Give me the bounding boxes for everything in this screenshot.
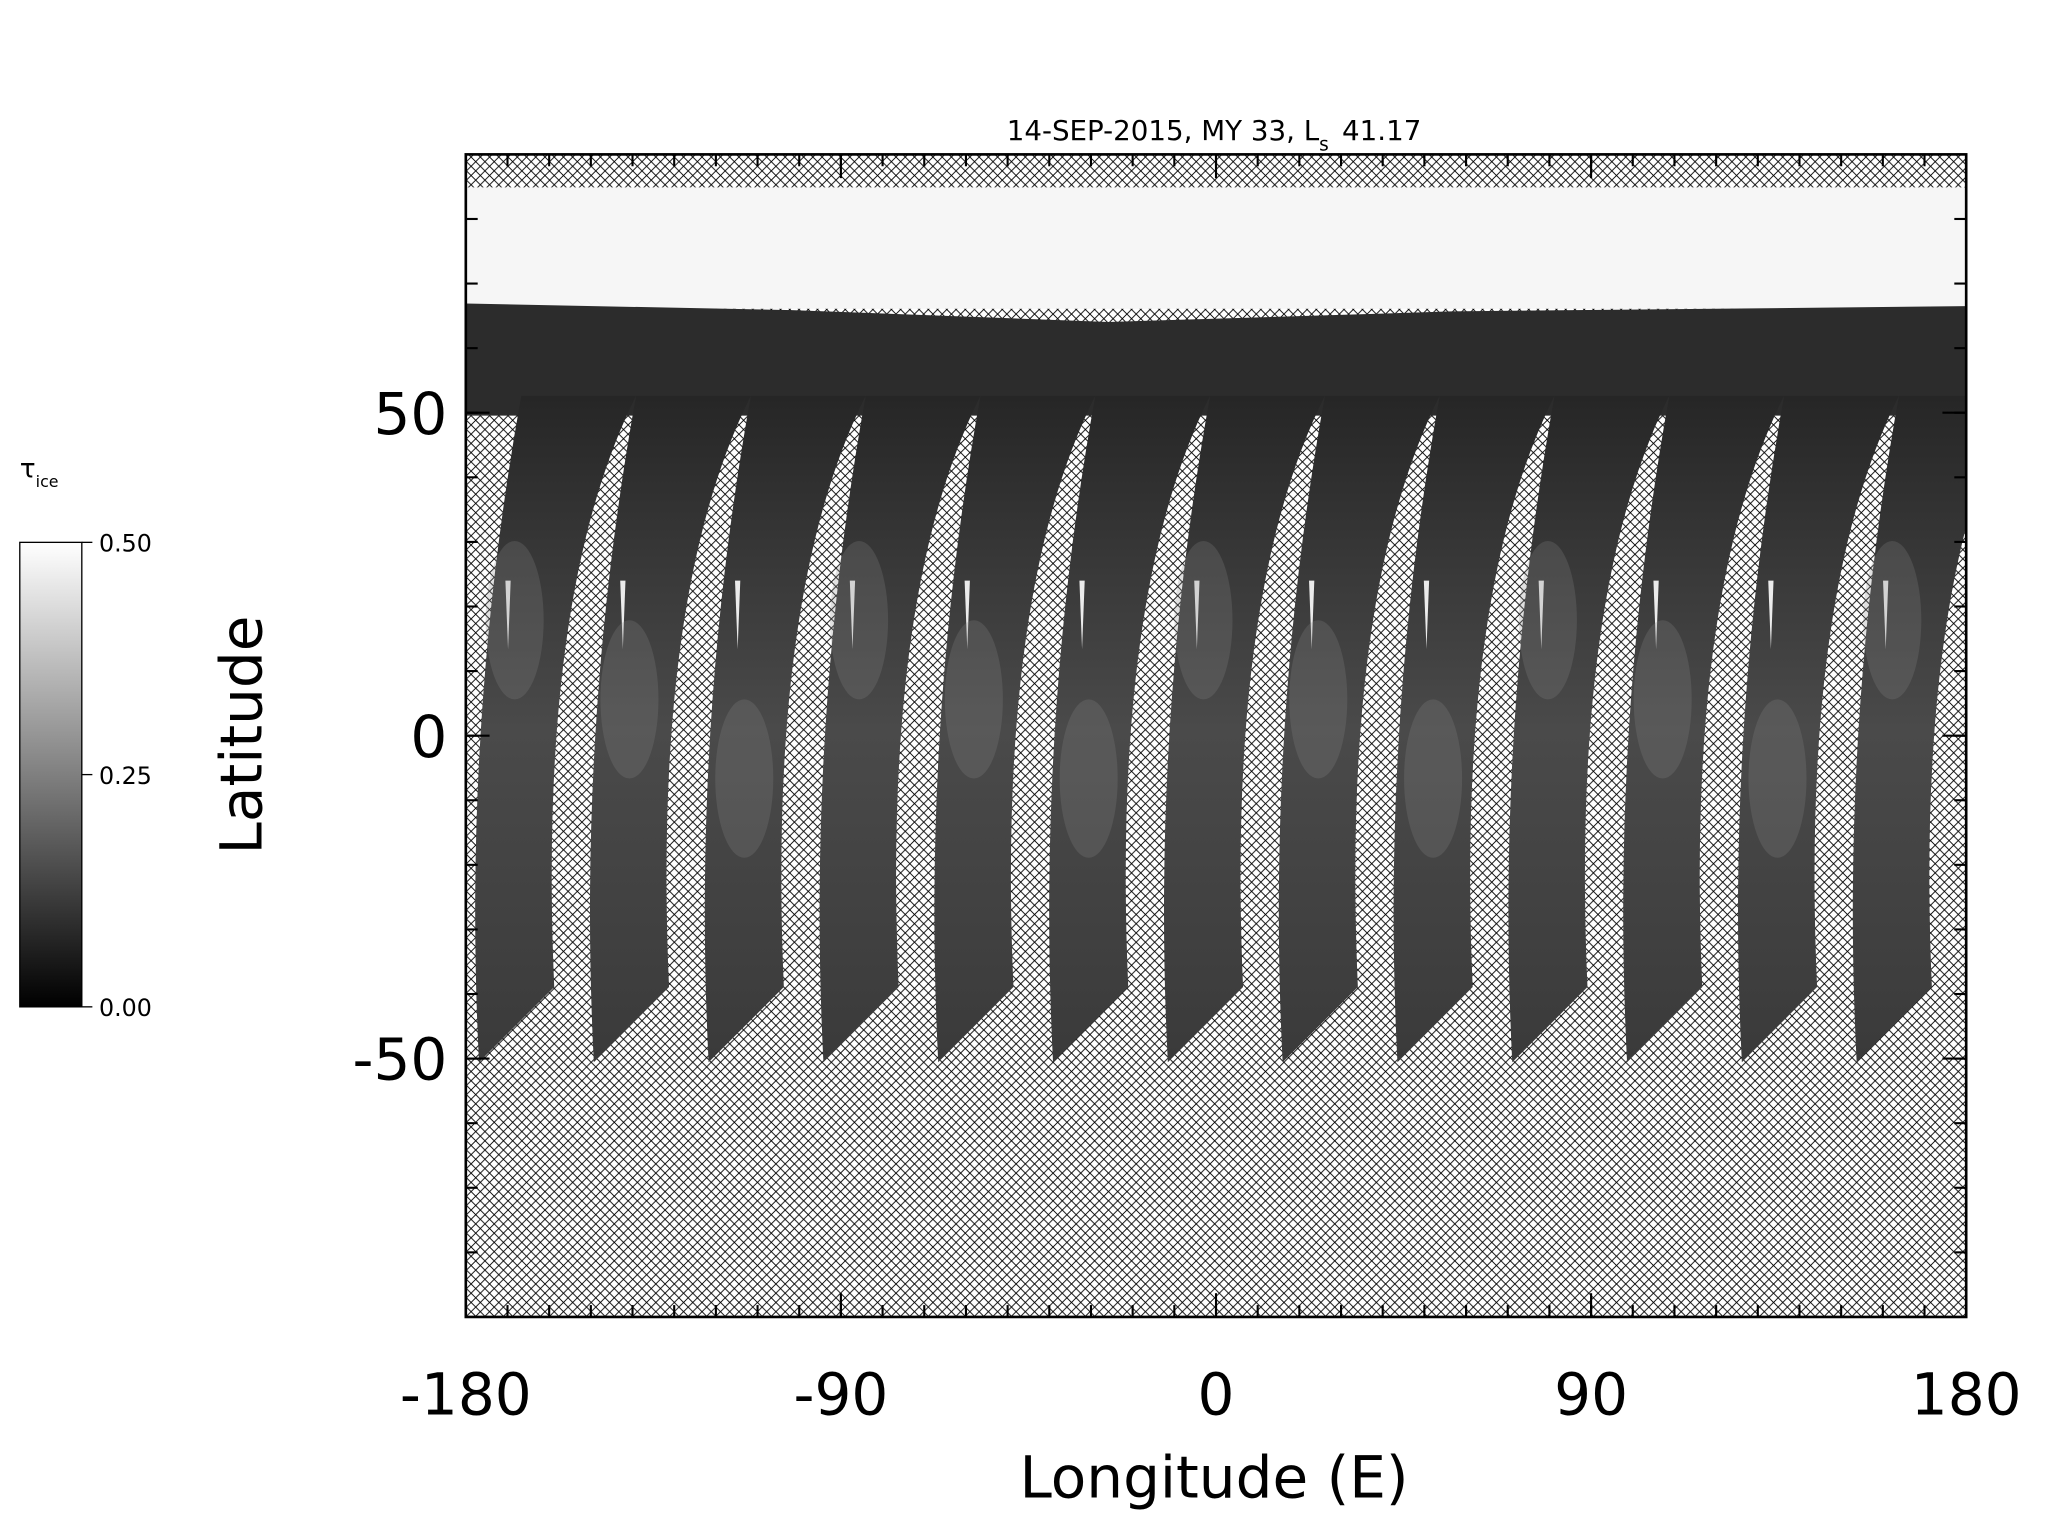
- title-subscript: s: [1319, 134, 1329, 155]
- haze: [944, 620, 1003, 779]
- x-axis-label: Longitude (E): [1019, 1444, 1408, 1512]
- map-image: [465, 154, 1967, 1317]
- haze: [830, 541, 889, 700]
- x-tick-label: -180: [400, 1361, 532, 1429]
- swath: [475, 395, 637, 1063]
- haze: [1059, 699, 1118, 858]
- swath: [934, 395, 1096, 1063]
- cloud-streak: [505, 580, 511, 650]
- x-tick-label: 0: [1198, 1361, 1235, 1429]
- cloud-streak: [1423, 580, 1430, 650]
- colorbar-tick-label: 0.50: [99, 530, 152, 558]
- haze: [1518, 541, 1577, 700]
- colorbar-ticks: 0.00 0.25 0.50: [81, 530, 152, 1022]
- title-value: 41.17: [1342, 114, 1421, 147]
- cloud-streak: [1194, 580, 1200, 650]
- haze: [1863, 541, 1922, 700]
- swath: [1623, 395, 1785, 1063]
- swath: [1508, 395, 1670, 1063]
- haze: [600, 620, 659, 779]
- colorbar-tick-label: 0.25: [99, 762, 152, 790]
- swath: [1049, 395, 1211, 1063]
- swath: [1738, 395, 1899, 1063]
- cloud-streak: [1768, 580, 1774, 650]
- colorbar-tick-label: 0.00: [99, 994, 152, 1022]
- colorbar-subscript: ice: [36, 472, 59, 491]
- y-tick-label: -50: [353, 1026, 448, 1094]
- swath: [819, 395, 981, 1063]
- y-tick-label: 0: [410, 703, 447, 771]
- cloud-streak: [1309, 580, 1315, 650]
- axes: -180 -90 0 90 180 -50 0 50: [353, 154, 2022, 1429]
- polar-cap: [465, 187, 1967, 309]
- colorbar: [19, 541, 83, 1008]
- cloud-streak: [964, 580, 970, 650]
- haze: [1404, 699, 1463, 858]
- colorbar-label: τice: [20, 455, 59, 491]
- haze: [1748, 699, 1807, 858]
- swath: [1852, 395, 1967, 1063]
- haze: [485, 541, 544, 700]
- title: 14-SEP-2015, MY 33, Ls 41.17: [1007, 114, 1422, 156]
- y-tick-label: 50: [373, 380, 447, 448]
- swath: [1278, 395, 1440, 1063]
- swath: [589, 395, 751, 1063]
- swath: [1163, 395, 1325, 1063]
- haze: [1289, 620, 1348, 779]
- dark-band: [465, 303, 1967, 416]
- cloud-streak: [735, 580, 741, 650]
- haze: [1174, 541, 1233, 700]
- swaths: [475, 395, 1967, 1063]
- y-axis-label: Latitude: [207, 616, 275, 855]
- haze: [715, 699, 774, 858]
- swath: [704, 395, 866, 1063]
- cloud-streak: [1538, 580, 1544, 650]
- cloud-streak: [1653, 580, 1659, 650]
- x-tick-label: 180: [1911, 1361, 2022, 1429]
- cloud-streak: [1079, 580, 1085, 650]
- x-tick-label: -90: [794, 1361, 889, 1429]
- x-tick-label: 90: [1554, 1361, 1628, 1429]
- cloud-streak: [849, 580, 856, 650]
- swath: [1393, 395, 1555, 1063]
- cloud-streak: [620, 580, 626, 650]
- cloud-streak: [1883, 580, 1889, 650]
- colorbar-symbol: τ: [20, 455, 36, 485]
- haze: [1633, 620, 1692, 779]
- title-text: 14-SEP-2015, MY 33, L: [1007, 114, 1320, 147]
